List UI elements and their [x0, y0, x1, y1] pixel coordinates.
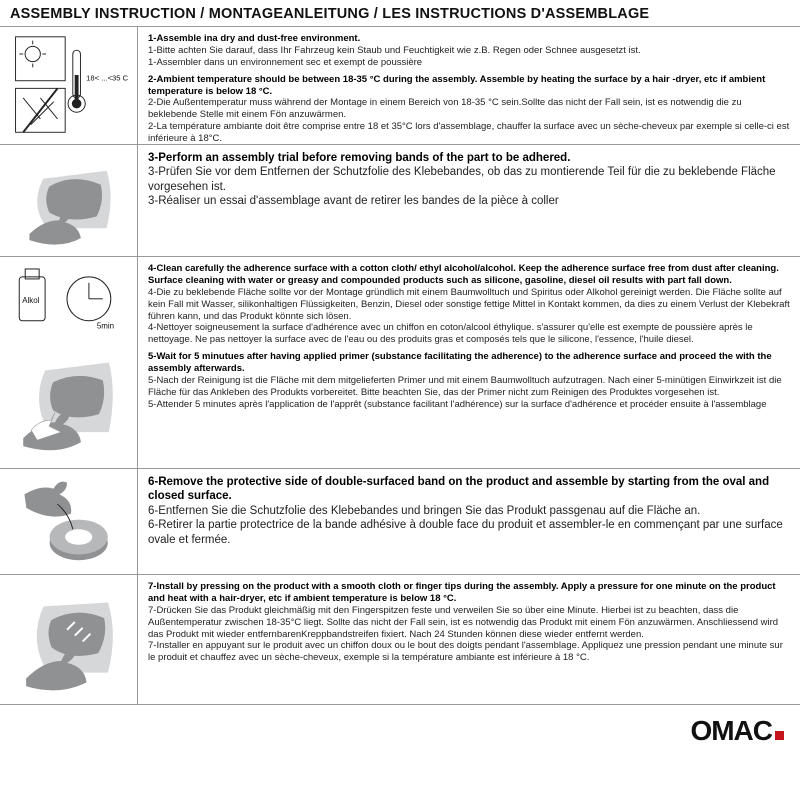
- illustration-cell: 18< ...<35 C: [0, 27, 138, 144]
- step-line: 5-Attender 5 minutes après l'application…: [148, 399, 790, 411]
- brand-logo-text: OMAC: [690, 715, 772, 747]
- step-block: 5-Wait for 5 minutues after having appli…: [148, 351, 790, 410]
- step-block: 4-Clean carefully the adherence surface …: [148, 263, 790, 346]
- brand-logo-dot: [775, 731, 784, 740]
- step-heading: 2-Ambient temperature should be between …: [148, 74, 790, 98]
- illustration-cell: [0, 575, 138, 704]
- svg-text:5min: 5min: [96, 322, 113, 331]
- text-cell: 1-Assemble ina dry and dust-free environ…: [138, 27, 800, 144]
- instruction-row: 3-Perform an assembly trial before remov…: [0, 145, 800, 257]
- step-line: 1-Assembler dans un environnement sec et…: [148, 57, 790, 69]
- brand-logo: OMAC: [690, 715, 784, 747]
- temperature-icon: 18< ...<35 C: [9, 33, 129, 138]
- instruction-row: 7-Install by pressing on the product wit…: [0, 575, 800, 705]
- text-cell: 3-Perform an assembly trial before remov…: [138, 145, 800, 256]
- step-line: 6-Retirer la partie protectrice de la ba…: [148, 518, 790, 547]
- step-heading: 3-Perform an assembly trial before remov…: [148, 151, 790, 165]
- step-line: 1-Bitte achten Sie darauf, dass Ihr Fahr…: [148, 45, 790, 57]
- instruction-row: 18< ...<35 C 1-Assemble ina dry and dust…: [0, 27, 800, 145]
- step-line: 6-Entfernen Sie die Schutzfolie des Kleb…: [148, 504, 790, 518]
- page-title: ASSEMBLY INSTRUCTION / MONTAGEANLEITUNG …: [10, 6, 790, 22]
- instruction-rows: 18< ...<35 C 1-Assemble ina dry and dust…: [0, 27, 800, 705]
- illustration-cell: [0, 469, 138, 574]
- illustration-cell: [0, 145, 138, 256]
- mirror-trial-icon: [9, 151, 129, 250]
- text-cell: 7-Install by pressing on the product wit…: [138, 575, 800, 704]
- step-block: 3-Perform an assembly trial before remov…: [148, 151, 790, 209]
- illustration-cell: Alkol 5min: [0, 257, 138, 468]
- step-block: 6-Remove the protective side of double-s…: [148, 475, 790, 547]
- step-block: 1-Assemble ina dry and dust-free environ…: [148, 33, 790, 69]
- footer: OMAC: [0, 705, 800, 753]
- press-install-icon: [9, 581, 129, 698]
- step-line: 4-Die zu beklebende Fläche sollte vor de…: [148, 287, 790, 323]
- step-line: 7-Installer en appuyant sur le produit a…: [148, 640, 790, 664]
- step-heading: 7-Install by pressing on the product wit…: [148, 581, 790, 605]
- header: ASSEMBLY INSTRUCTION / MONTAGEANLEITUNG …: [0, 0, 800, 27]
- step-heading: 5-Wait for 5 minutues after having appli…: [148, 351, 790, 375]
- text-cell: 4-Clean carefully the adherence surface …: [138, 257, 800, 468]
- step-heading: 4-Clean carefully the adherence surface …: [148, 263, 790, 287]
- text-cell: 6-Remove the protective side of double-s…: [138, 469, 800, 574]
- step-line: 3-Réaliser un essai d'assemblage avant d…: [148, 194, 790, 208]
- svg-text:Alkol: Alkol: [22, 296, 39, 305]
- svg-text:18< ...<35 C: 18< ...<35 C: [86, 74, 128, 83]
- step-heading: 6-Remove the protective side of double-s…: [148, 475, 790, 504]
- instruction-row: 6-Remove the protective side of double-s…: [0, 469, 800, 575]
- instruction-row: Alkol 5min 4-Clean carefully the adheren…: [0, 257, 800, 469]
- step-line: 7-Drücken Sie das Produkt gleichmäßig mi…: [148, 605, 790, 641]
- step-line: 2-Die Außentemperatur muss während der M…: [148, 97, 790, 121]
- step-block: 7-Install by pressing on the product wit…: [148, 581, 790, 664]
- step-line: 3-Prüfen Sie vor dem Entfernen der Schut…: [148, 165, 790, 194]
- step-line: 5-Nach der Reinigung ist die Fläche mit …: [148, 375, 790, 399]
- peel-tape-icon: [9, 475, 129, 568]
- cleaning-icon: Alkol 5min: [9, 263, 129, 462]
- step-line: 4-Nettoyer soigneusement la surface d'ad…: [148, 322, 790, 346]
- step-block: 2-Ambient temperature should be between …: [148, 74, 790, 145]
- step-line: 2-La température ambiante doit être comp…: [148, 121, 790, 145]
- step-heading: 1-Assemble ina dry and dust-free environ…: [148, 33, 790, 45]
